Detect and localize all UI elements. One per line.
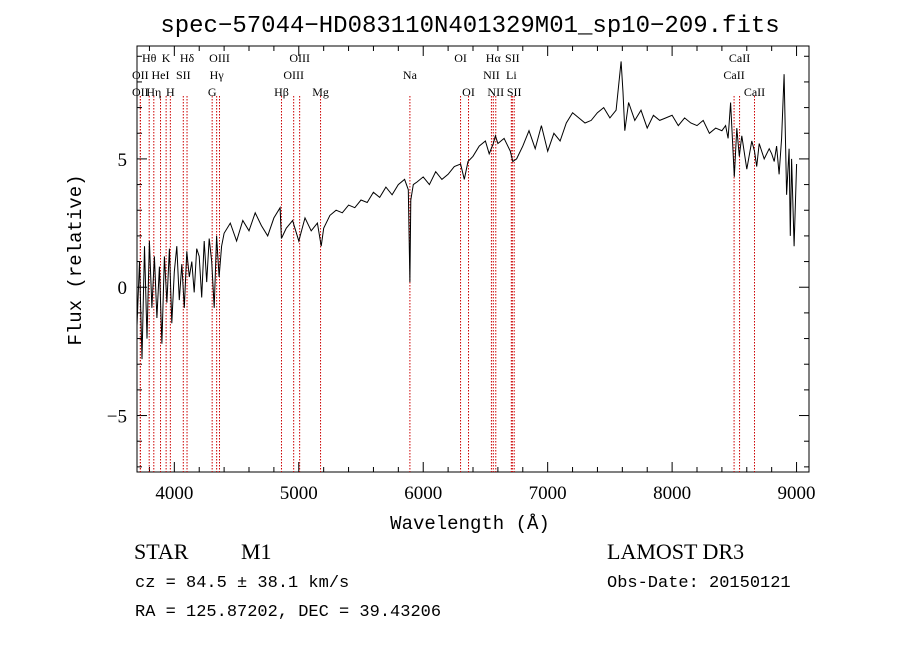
line-label: Hγ xyxy=(210,68,225,82)
line-label: OII xyxy=(132,85,149,99)
spectrum-line xyxy=(136,61,798,360)
line-label: CaII xyxy=(723,68,744,82)
spectral-line-markers: Hθ OII OII K HeI Hη H Hδ SII OIII Hγ G OIII OIII Hβ Mg N… xyxy=(132,51,765,472)
line-label: Hθ xyxy=(142,51,157,65)
object-class: STAR xyxy=(134,539,189,564)
x-tick-label: 8000 xyxy=(653,483,691,504)
y-tick-label: 0 xyxy=(118,278,128,299)
line-label: SII xyxy=(176,68,191,82)
line-label: Hδ xyxy=(180,51,195,65)
line-label: OIII xyxy=(209,51,230,65)
survey-name: LAMOST DR3 xyxy=(607,539,745,564)
obs-date: Obs-Date: 20150121 xyxy=(607,574,791,593)
line-label: G xyxy=(208,85,217,99)
line-label: Li xyxy=(506,68,517,82)
line-label: OIII xyxy=(289,51,310,65)
line-label: OII xyxy=(132,68,149,82)
x-axis-label: Wavelength (Å) xyxy=(390,513,550,535)
line-label: Hη xyxy=(146,85,161,99)
coordinates: RA = 125.87202, DEC = 39.43206 xyxy=(135,603,442,622)
x-tick-label: 5000 xyxy=(280,483,318,504)
line-label: Hβ xyxy=(274,85,289,99)
y-axis: −5 0 5 xyxy=(107,55,809,468)
chart-title: spec−57044−HD083110N401329M01_sp10−209.f… xyxy=(160,13,779,40)
x-tick-label: 9000 xyxy=(778,483,816,504)
y-tick-label: 5 xyxy=(118,150,128,171)
line-label: CaII xyxy=(744,85,765,99)
line-label: OIII xyxy=(283,68,304,82)
x-axis: 4000 5000 6000 7000 8000 9000 xyxy=(148,46,816,504)
line-label: K xyxy=(162,51,171,65)
line-label: H xyxy=(166,85,175,99)
line-label: SII xyxy=(507,85,522,99)
line-label: CaII xyxy=(729,51,750,65)
object-subclass: M1 xyxy=(241,539,272,564)
redshift-value: cz = 84.5 ± 38.1 km/s xyxy=(135,574,350,593)
line-label: Mg xyxy=(312,85,329,99)
plot-frame xyxy=(136,45,810,473)
line-label: OI xyxy=(454,51,467,65)
line-label: NII xyxy=(487,85,504,99)
line-label: Na xyxy=(403,68,418,82)
x-tick-label: 4000 xyxy=(155,483,193,504)
line-label: Hα xyxy=(486,51,502,65)
x-tick-label: 6000 xyxy=(404,483,442,504)
line-label: OI xyxy=(462,85,475,99)
x-tick-label: 7000 xyxy=(529,483,567,504)
y-tick-label: −5 xyxy=(107,407,127,428)
y-axis-label: Flux (relative) xyxy=(65,174,87,345)
line-label: SII xyxy=(505,51,520,65)
line-label: NII xyxy=(483,68,500,82)
line-label: HeI xyxy=(152,68,170,82)
